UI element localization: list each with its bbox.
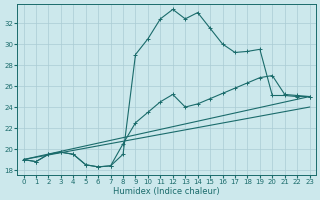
X-axis label: Humidex (Indice chaleur): Humidex (Indice chaleur) — [113, 187, 220, 196]
